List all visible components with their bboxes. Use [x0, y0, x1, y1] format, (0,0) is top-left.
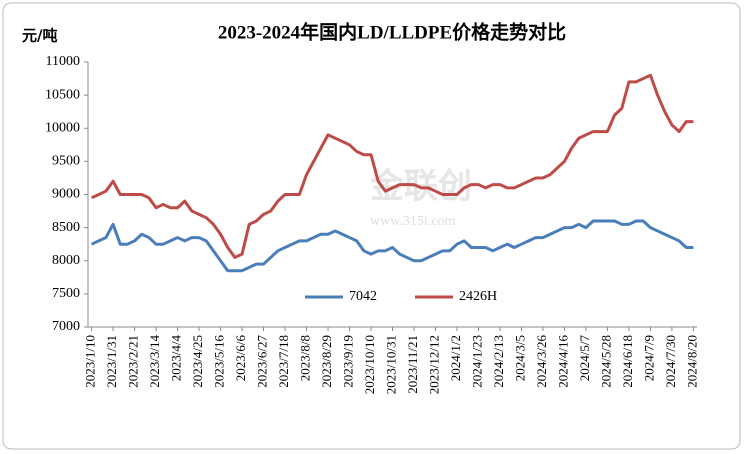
- x-tick-label: 2023/5/16: [212, 335, 227, 388]
- x-tick-label: 2024/2/13: [491, 335, 506, 388]
- x-tick-label: 2024/5/28: [598, 335, 613, 388]
- x-tick-label: 2024/7/9: [641, 335, 656, 381]
- x-tick-label: 2023/11/21: [405, 335, 420, 394]
- legend-label: 2426H: [459, 289, 497, 304]
- x-tick-label: 2023/3/14: [147, 335, 162, 388]
- x-tick-label: 2024/8/20: [684, 335, 699, 388]
- y-tick-label: 9500: [52, 154, 80, 169]
- x-tick-label: 2023/10/31: [383, 335, 398, 394]
- x-tick-label: 2024/1/2: [448, 335, 463, 381]
- x-tick-label: 2023/7/18: [276, 335, 291, 388]
- x-tick-label: 2024/1/23: [469, 335, 484, 388]
- series-line: [90, 73, 694, 259]
- y-axis-label: 元/吨: [22, 27, 57, 45]
- series-line: [90, 219, 694, 273]
- watermark-url: www.315i.com: [370, 214, 456, 229]
- x-tick-label: 2024/3/5: [512, 335, 527, 381]
- y-tick-label: 8500: [52, 220, 80, 235]
- y-tick-label: 8000: [52, 253, 80, 268]
- x-tick-label: 2024/3/26: [534, 335, 549, 388]
- x-tick-label: 2023/8/8: [298, 335, 313, 381]
- y-tick-label: 11000: [46, 54, 80, 69]
- x-tick-label: 2024/4/16: [555, 335, 570, 388]
- x-tick-label: 2023/1/10: [83, 335, 98, 388]
- legend-label: 7042: [349, 289, 377, 304]
- y-tick-label: 10000: [45, 120, 80, 135]
- y-tick-label: 10500: [45, 87, 80, 102]
- x-tick-label: 2023/4/25: [190, 335, 205, 388]
- chart-title: 2023-2024年国内LD/LLDPE价格走势对比: [218, 20, 566, 43]
- x-tick-label: 2023/9/19: [340, 335, 355, 388]
- x-tick-label: 2023/4/4: [169, 335, 184, 382]
- y-tick-label: 9000: [52, 187, 80, 202]
- x-tick-label: 2024/6/18: [620, 335, 635, 388]
- x-tick-label: 2023/12/12: [426, 335, 441, 394]
- x-tick-label: 2023/8/29: [319, 335, 334, 388]
- x-tick-label: 2023/6/27: [255, 335, 270, 388]
- x-tick-label: 2023/1/31: [104, 335, 119, 388]
- y-tick-label: 7500: [52, 286, 80, 301]
- x-tick-label: 2024/5/7: [577, 335, 592, 382]
- x-tick-label: 2023/6/6: [233, 335, 248, 382]
- x-tick-label: 2023/10/10: [362, 335, 377, 394]
- y-tick-label: 7000: [52, 319, 80, 334]
- x-tick-label: 2023/2/21: [126, 335, 141, 388]
- x-tick-label: 2024/7/30: [663, 335, 678, 388]
